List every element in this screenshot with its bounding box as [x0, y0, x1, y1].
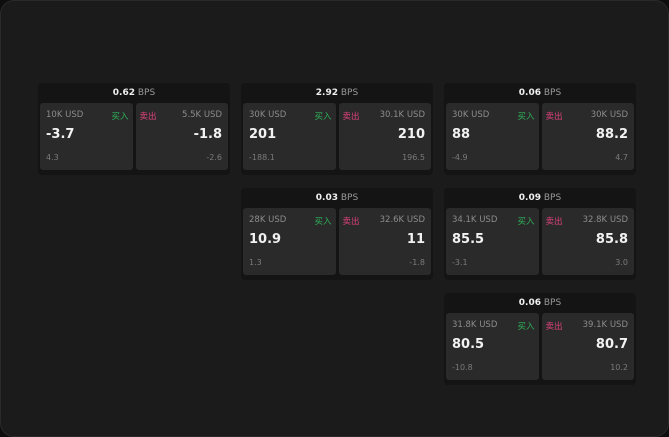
- sell-label: 卖出: [545, 112, 563, 122]
- sell-label: 卖出: [545, 217, 563, 227]
- sell-panel[interactable]: 卖出 30K USD 88.2 4.7: [541, 103, 634, 170]
- spread-value: 0.62: [112, 88, 135, 98]
- buy-panel[interactable]: 28K USD 买入 10.9 1.3: [243, 208, 336, 275]
- spread-header: 0.62 BPS: [38, 83, 230, 103]
- buy-price: 201: [249, 127, 277, 142]
- sell-panel[interactable]: 卖出 32.6K USD 11 -1.8: [338, 208, 431, 275]
- sell-quantity: 5.5K USD: [182, 110, 222, 120]
- buy-label: 买入: [517, 322, 535, 332]
- quote-card: 0.06 BPS 31.8K USD 买入 80.5 -10.8 卖出 39.1…: [444, 293, 636, 385]
- buy-quantity: 31.8K USD: [452, 320, 498, 330]
- buy-price: -3.7: [46, 127, 75, 142]
- sell-quantity: 32.8K USD: [582, 215, 628, 225]
- buy-panel[interactable]: 10K USD 买入 -3.7 4.3: [40, 103, 133, 170]
- sell-panel[interactable]: 卖出 39.1K USD 80.7 10.2: [541, 313, 634, 380]
- sell-panel[interactable]: 卖出 30.1K USD 210 196.5: [338, 103, 431, 170]
- buy-change: -3.1: [452, 258, 468, 267]
- spread-value: 0.06: [518, 298, 541, 308]
- sell-quantity: 32.6K USD: [379, 215, 425, 225]
- buy-label: 买入: [111, 112, 129, 122]
- sell-label: 卖出: [545, 322, 563, 332]
- sell-quantity: 30.1K USD: [379, 110, 425, 120]
- sell-price: -1.8: [193, 127, 222, 142]
- sell-change: -2.6: [206, 153, 222, 162]
- buy-price: 80.5: [452, 337, 485, 352]
- spread-unit: BPS: [340, 88, 359, 98]
- sell-price: 85.8: [595, 232, 628, 247]
- sell-change: -1.8: [409, 258, 425, 267]
- sell-price: 80.7: [595, 337, 628, 352]
- spread-unit: BPS: [340, 193, 359, 203]
- buy-label: 买入: [314, 217, 332, 227]
- spread-header: 2.92 BPS: [241, 83, 433, 103]
- buy-price: 88: [452, 127, 471, 142]
- spread-unit: BPS: [543, 193, 562, 203]
- spread-value: 0.09: [518, 193, 541, 203]
- spread-header: 0.06 BPS: [444, 83, 636, 103]
- spread-header: 0.03 BPS: [241, 188, 433, 208]
- sell-price: 11: [406, 232, 425, 247]
- buy-price: 10.9: [249, 232, 282, 247]
- buy-change: -10.8: [452, 363, 473, 372]
- sell-label: 卖出: [342, 112, 360, 122]
- spread-unit: BPS: [137, 88, 156, 98]
- buy-panel[interactable]: 30K USD 买入 88 -4.9: [446, 103, 539, 170]
- buy-panel[interactable]: 31.8K USD 买入 80.5 -10.8: [446, 313, 539, 380]
- sell-label: 卖出: [342, 217, 360, 227]
- buy-quantity: 30K USD: [452, 110, 490, 120]
- sell-label: 卖出: [139, 112, 157, 122]
- sell-quantity: 39.1K USD: [582, 320, 628, 330]
- buy-quantity: 10K USD: [46, 110, 84, 120]
- buy-label: 买入: [517, 217, 535, 227]
- spread-header: 0.09 BPS: [444, 188, 636, 208]
- buy-panel[interactable]: 34.1K USD 买入 85.5 -3.1: [446, 208, 539, 275]
- buy-quantity: 34.1K USD: [452, 215, 498, 225]
- quote-card: 0.62 BPS 10K USD 买入 -3.7 4.3 卖出 5.5K USD…: [38, 83, 230, 175]
- buy-panel[interactable]: 30K USD 买入 201 -188.1: [243, 103, 336, 170]
- sell-change: 4.7: [615, 153, 628, 162]
- quote-card: 0.06 BPS 30K USD 买入 88 -4.9 卖出 30K USD 8…: [444, 83, 636, 175]
- buy-quantity: 28K USD: [249, 215, 287, 225]
- sell-change: 196.5: [402, 153, 425, 162]
- sell-change: 10.2: [610, 363, 628, 372]
- buy-change: 4.3: [46, 153, 59, 162]
- quote-card: 2.92 BPS 30K USD 买入 201 -188.1 卖出 30.1K …: [241, 83, 433, 175]
- spread-value: 0.06: [518, 88, 541, 98]
- sell-panel[interactable]: 卖出 5.5K USD -1.8 -2.6: [135, 103, 228, 170]
- buy-label: 买入: [517, 112, 535, 122]
- buy-quantity: 30K USD: [249, 110, 287, 120]
- sell-quantity: 30K USD: [590, 110, 628, 120]
- spread-value: 0.03: [315, 193, 338, 203]
- quote-card: 0.09 BPS 34.1K USD 买入 85.5 -3.1 卖出 32.8K…: [444, 188, 636, 280]
- spread-unit: BPS: [543, 88, 562, 98]
- sell-price: 210: [397, 127, 425, 142]
- sell-price: 88.2: [595, 127, 628, 142]
- buy-price: 85.5: [452, 232, 485, 247]
- spread-unit: BPS: [543, 298, 562, 308]
- sell-change: 3.0: [615, 258, 628, 267]
- sell-panel[interactable]: 卖出 32.8K USD 85.8 3.0: [541, 208, 634, 275]
- quote-card: 0.03 BPS 28K USD 买入 10.9 1.3 卖出 32.6K US…: [241, 188, 433, 280]
- buy-change: 1.3: [249, 258, 262, 267]
- buy-change: -4.9: [452, 153, 468, 162]
- spread-value: 2.92: [315, 88, 338, 98]
- buy-change: -188.1: [249, 153, 275, 162]
- buy-label: 买入: [314, 112, 332, 122]
- spread-header: 0.06 BPS: [444, 293, 636, 313]
